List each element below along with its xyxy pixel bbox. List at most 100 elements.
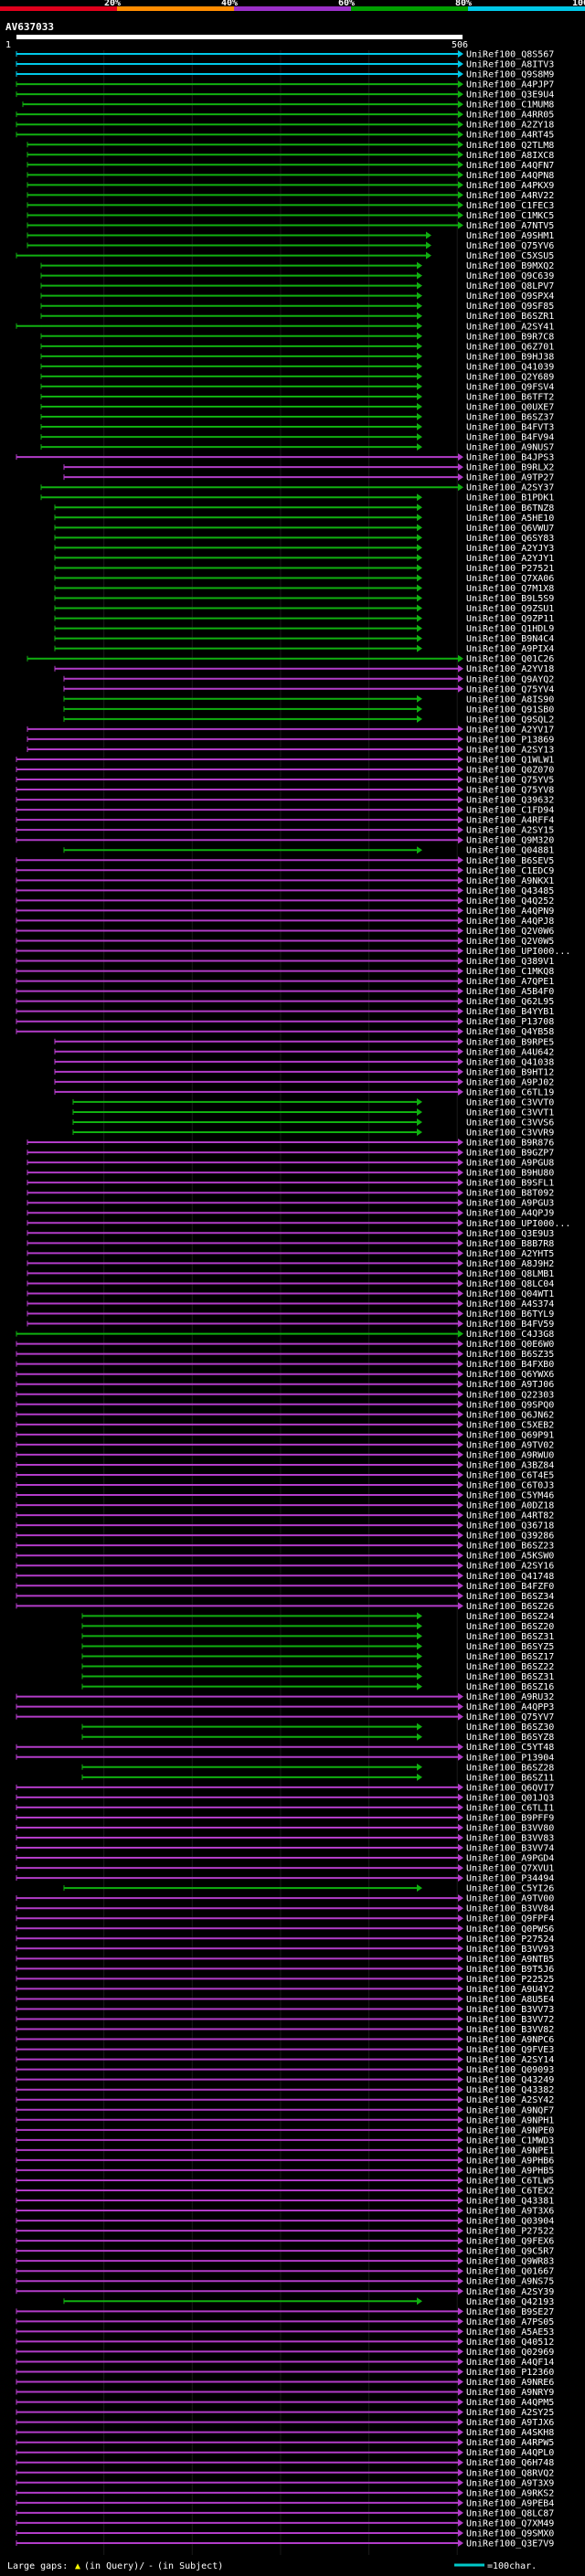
hit-row[interactable]: UniRef100_B9L5S9 bbox=[54, 594, 554, 604]
hit-row[interactable]: UniRef100_Q42193 bbox=[63, 2297, 554, 2307]
hit-label[interactable]: UniRef100_A4RFF4 bbox=[466, 816, 554, 826]
hit-row[interactable]: UniRef100_C3VVT0 bbox=[72, 1097, 554, 1108]
hit-label[interactable]: UniRef100_P13904 bbox=[466, 1753, 554, 1763]
hit-row[interactable]: UniRef100_A9NUS7 bbox=[40, 443, 554, 453]
hit-label[interactable]: UniRef100_C1MWD3 bbox=[466, 2136, 554, 2146]
hit-label[interactable]: UniRef100_B9HU80 bbox=[466, 1169, 554, 1179]
hit-label[interactable]: UniRef100_C1FEC3 bbox=[466, 201, 554, 211]
hit-label[interactable]: UniRef100_B6SZ35 bbox=[466, 1350, 554, 1360]
hit-label[interactable]: UniRef100_C1EDC9 bbox=[466, 866, 554, 876]
hit-row[interactable]: UniRef100_Q8LPV7 bbox=[40, 281, 554, 292]
hit-row[interactable]: UniRef100_B6SZ31 bbox=[81, 1672, 554, 1682]
hit-label[interactable]: UniRef100_B8T092 bbox=[466, 1189, 554, 1199]
hit-label[interactable]: UniRef100_Q9C639 bbox=[466, 271, 554, 281]
hit-row[interactable]: UniRef100_Q2V0W6 bbox=[16, 927, 554, 937]
hit-row[interactable]: UniRef100_B3VV74 bbox=[16, 1844, 554, 1854]
hit-label[interactable]: UniRef100_B4FXB0 bbox=[466, 1360, 554, 1370]
hit-row[interactable]: UniRef100_A4QPL0 bbox=[16, 2448, 554, 2458]
hit-label[interactable]: UniRef100_A9TV00 bbox=[466, 1894, 554, 1904]
hit-label[interactable]: UniRef100_A9T3X9 bbox=[466, 2478, 554, 2488]
hit-row[interactable]: UniRef100_B3VV72 bbox=[16, 2015, 554, 2025]
hit-row[interactable]: UniRef100_A9PGU8 bbox=[27, 1159, 554, 1169]
hit-label[interactable]: UniRef100_B9RLX2 bbox=[466, 463, 554, 473]
hit-label[interactable]: UniRef100_B3VV73 bbox=[466, 2005, 554, 2015]
hit-row[interactable]: UniRef100_A9NRE6 bbox=[16, 2378, 554, 2388]
hit-row[interactable]: UniRef100_B3VV80 bbox=[16, 1823, 554, 1833]
hit-label[interactable]: UniRef100_A4S374 bbox=[466, 1299, 554, 1309]
hit-row[interactable]: UniRef100_B6SZ31 bbox=[81, 1632, 554, 1642]
hit-label[interactable]: UniRef100_C4J3G8 bbox=[466, 1330, 554, 1340]
hit-label[interactable]: UniRef100_B9SE27 bbox=[466, 2307, 554, 2317]
hit-row[interactable]: UniRef100_A9PGD4 bbox=[16, 1854, 554, 1864]
hit-row[interactable]: UniRef100_Q6SY83 bbox=[54, 534, 554, 544]
hit-row[interactable]: UniRef100_C6TEX2 bbox=[16, 2186, 554, 2196]
hit-row[interactable]: UniRef100_A2SY41 bbox=[16, 322, 554, 332]
hit-label[interactable]: UniRef100_P34494 bbox=[466, 1874, 554, 1884]
hit-label[interactable]: UniRef100_A9U4Y2 bbox=[466, 1985, 554, 1995]
hit-row[interactable]: UniRef100_A4U642 bbox=[54, 1047, 554, 1057]
hit-label[interactable]: UniRef100_B6SZ37 bbox=[466, 413, 554, 423]
hit-row[interactable]: UniRef100_A9T3X6 bbox=[16, 2207, 554, 2217]
hit-row[interactable]: UniRef100_A8ITV3 bbox=[16, 60, 554, 70]
hit-row[interactable]: UniRef100_A2SY39 bbox=[16, 2287, 554, 2297]
hit-row[interactable]: UniRef100_Q01C26 bbox=[27, 654, 554, 664]
hit-row[interactable]: UniRef100_Q9FVE3 bbox=[16, 2045, 554, 2055]
hit-label[interactable]: UniRef100_Q8LC87 bbox=[466, 2508, 554, 2518]
hit-row[interactable]: UniRef100_C1MUM8 bbox=[22, 101, 554, 111]
hit-label[interactable]: UniRef100_C6TEX2 bbox=[466, 2186, 554, 2196]
hit-label[interactable]: UniRef100_A5B4F0 bbox=[466, 987, 554, 997]
hit-row[interactable]: UniRef100_A7QPE1 bbox=[16, 977, 554, 987]
hit-label[interactable]: UniRef100_Q8LMB1 bbox=[466, 1269, 554, 1279]
hit-label[interactable]: UniRef100_Q22303 bbox=[466, 1390, 554, 1400]
hit-label[interactable]: UniRef100_B3VV82 bbox=[466, 2025, 554, 2035]
hit-label[interactable]: UniRef100_A4QPP3 bbox=[466, 1702, 554, 1712]
hit-label[interactable]: UniRef100_A4RT45 bbox=[466, 131, 554, 141]
hit-label[interactable]: UniRef100_B9R876 bbox=[466, 1139, 554, 1149]
hit-row[interactable]: UniRef100_A2SY25 bbox=[16, 2408, 554, 2418]
hit-row[interactable]: UniRef100_Q8S567 bbox=[16, 50, 554, 60]
hit-row[interactable]: UniRef100_C6TLI1 bbox=[16, 1803, 554, 1813]
hit-row[interactable]: UniRef100_C5YT48 bbox=[16, 1743, 554, 1753]
hit-label[interactable]: UniRef100_A4QF14 bbox=[466, 2358, 554, 2368]
hit-row[interactable]: UniRef100_Q2V0W5 bbox=[16, 937, 554, 947]
hit-row[interactable]: UniRef100_A5KSW0 bbox=[16, 1552, 554, 1562]
hit-label[interactable]: UniRef100_Q4YB58 bbox=[466, 1027, 554, 1037]
hit-label[interactable]: UniRef100_Q9FPF4 bbox=[466, 1914, 554, 1924]
hit-row[interactable]: UniRef100_A9NRY9 bbox=[16, 2388, 554, 2398]
hit-label[interactable]: UniRef100_Q2V0W5 bbox=[466, 937, 554, 947]
hit-row[interactable]: UniRef100_Q02969 bbox=[16, 2348, 554, 2358]
hit-row[interactable]: UniRef100_B3VV82 bbox=[16, 2025, 554, 2035]
hit-label[interactable]: UniRef100_Q7XM49 bbox=[466, 2518, 554, 2528]
hit-row[interactable]: UniRef100_A8J9H2 bbox=[27, 1259, 554, 1269]
hit-row[interactable]: UniRef100_B6SZ23 bbox=[16, 1542, 554, 1552]
hit-row[interactable]: UniRef100_Q04WT1 bbox=[27, 1289, 554, 1299]
hit-label[interactable]: UniRef100_B6SZ24 bbox=[466, 1612, 554, 1622]
hit-row[interactable]: UniRef100_B6SZ17 bbox=[81, 1652, 554, 1662]
hit-label[interactable]: UniRef100_B6SYZ5 bbox=[466, 1642, 554, 1652]
hit-row[interactable]: UniRef100_Q41038 bbox=[54, 1057, 554, 1067]
hit-row[interactable]: UniRef100_Q9WR83 bbox=[16, 2257, 554, 2267]
hit-row[interactable]: UniRef100_B4FVT3 bbox=[40, 423, 554, 433]
hit-label[interactable]: UniRef100_Q39632 bbox=[466, 796, 554, 806]
hit-row[interactable]: UniRef100_A5AE53 bbox=[16, 2327, 554, 2337]
hit-row[interactable]: UniRef100_Q6YWX6 bbox=[16, 1370, 554, 1380]
hit-row[interactable]: UniRef100_Q91SB0 bbox=[63, 705, 554, 715]
hit-label[interactable]: UniRef100_B6SZ31 bbox=[466, 1632, 554, 1642]
hit-label[interactable]: UniRef100_A9T3X6 bbox=[466, 2207, 554, 2217]
hit-label[interactable]: UniRef100_Q04WT1 bbox=[466, 1289, 554, 1299]
hit-row[interactable]: UniRef100_Q22303 bbox=[16, 1390, 554, 1400]
hit-row[interactable]: UniRef100_A9RKS2 bbox=[16, 2488, 554, 2498]
hit-row[interactable]: UniRef100_A7NTV5 bbox=[27, 221, 554, 231]
hit-label[interactable]: UniRef100_Q6Z701 bbox=[466, 342, 554, 352]
hit-label[interactable]: UniRef100_A2SY42 bbox=[466, 2095, 554, 2105]
hit-row[interactable]: UniRef100_A2ZY18 bbox=[16, 121, 554, 131]
hit-label[interactable]: UniRef100_A9NQF7 bbox=[466, 2105, 554, 2115]
hit-label[interactable]: UniRef100_B6SZ22 bbox=[466, 1662, 554, 1672]
hit-label[interactable]: UniRef100_A2SY39 bbox=[466, 2287, 554, 2297]
hit-label[interactable]: UniRef100_Q7XVU1 bbox=[466, 1864, 554, 1874]
hit-label[interactable]: UniRef100_A9RKS2 bbox=[466, 2488, 554, 2498]
hit-label[interactable]: UniRef100_A5HE10 bbox=[466, 514, 554, 524]
hit-row[interactable]: UniRef100_B6SZ24 bbox=[81, 1612, 554, 1622]
hit-row[interactable]: UniRef100_A9U4Y2 bbox=[16, 1985, 554, 1995]
hit-label[interactable]: UniRef100_Q0PWS6 bbox=[466, 1924, 554, 1935]
